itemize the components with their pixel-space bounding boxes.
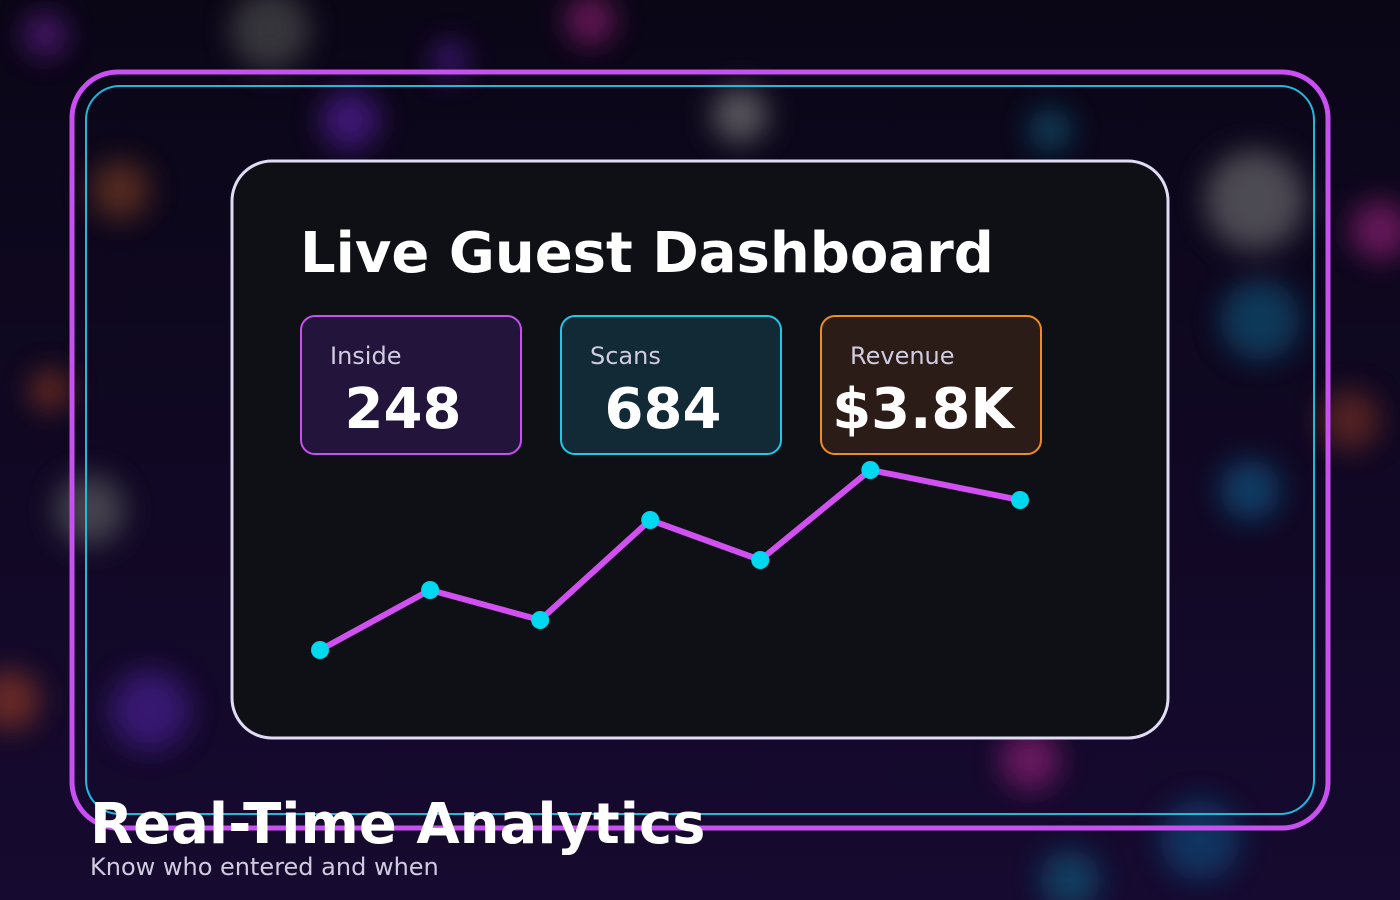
point: [1011, 491, 1029, 509]
line-chart: [311, 461, 1029, 659]
point: [641, 511, 660, 529]
caption-title: Real-Time Analytics: [90, 792, 706, 857]
stat-box: [300, 315, 522, 455]
stat-value: 248: [345, 377, 462, 442]
caption-subtitle: Know who entered and when: [90, 853, 439, 881]
point: [751, 551, 770, 569]
stat-value: $3.8K: [832, 377, 1016, 442]
stat-box: [820, 315, 1042, 455]
outer-frame: [69, 69, 1331, 831]
point: [861, 461, 880, 479]
inner-frame: [85, 85, 1315, 815]
stat-label: Revenue: [850, 342, 955, 370]
point: [311, 641, 329, 659]
stat-label: Inside: [330, 342, 401, 370]
point: [421, 581, 440, 599]
point: [531, 611, 550, 629]
stat-box: [560, 315, 782, 455]
dashboard-title: Live Guest Dashboard: [300, 221, 994, 286]
stat-label: Scans: [590, 342, 661, 370]
stat-value: 684: [605, 377, 722, 442]
stats: Inside 248 Scans 684 Revenue $3.8K: [300, 315, 1042, 455]
